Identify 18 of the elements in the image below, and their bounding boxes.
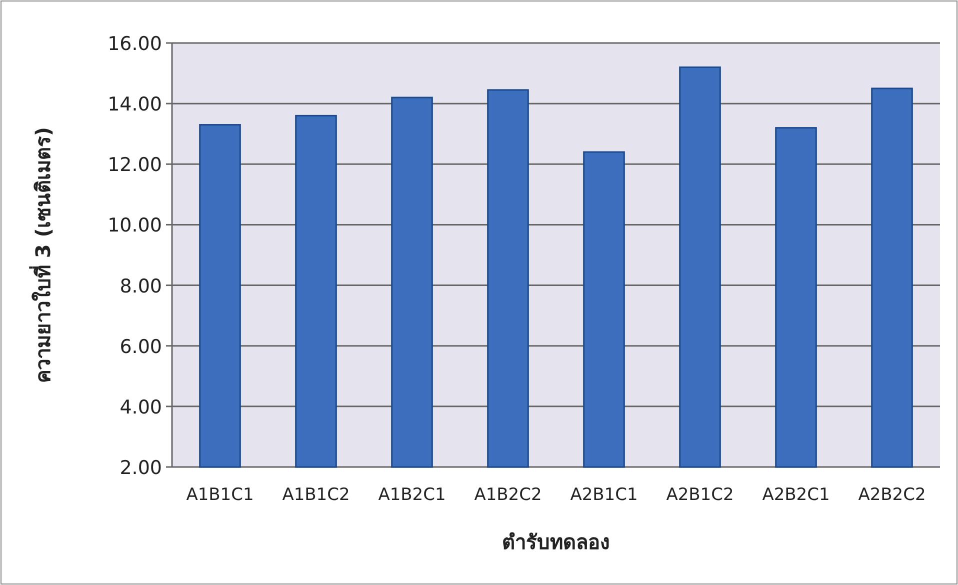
x-tick-label: A1B2C2 [474, 485, 542, 505]
y-tick-label: 8.00 [120, 275, 162, 298]
x-axis-title: ตำรับทดลอง [502, 530, 610, 554]
y-tick-label: 16.00 [108, 33, 162, 55]
y-tick-label: 2.00 [120, 457, 162, 479]
y-tick-label: 14.00 [108, 94, 162, 116]
x-tick-label: A2B2C2 [858, 485, 926, 505]
y-tick-label: 10.00 [108, 214, 162, 237]
y-axis-title: ความยาวใบที่ 3 (เซนติเมตร) [28, 126, 55, 384]
y-tick-label: 12.00 [108, 154, 162, 176]
x-tick-label: A1B1C1 [186, 485, 254, 505]
y-tick-label: 4.00 [120, 396, 162, 418]
x-tick-label: A2B2C1 [762, 485, 830, 505]
x-tick-label: A1B1C2 [282, 485, 350, 505]
x-tick-label: A2B1C1 [570, 485, 638, 505]
y-tick-label: 6.00 [120, 336, 162, 358]
x-tick-label: A1B2C1 [378, 485, 446, 505]
x-tick-label: A2B1C2 [666, 485, 734, 505]
